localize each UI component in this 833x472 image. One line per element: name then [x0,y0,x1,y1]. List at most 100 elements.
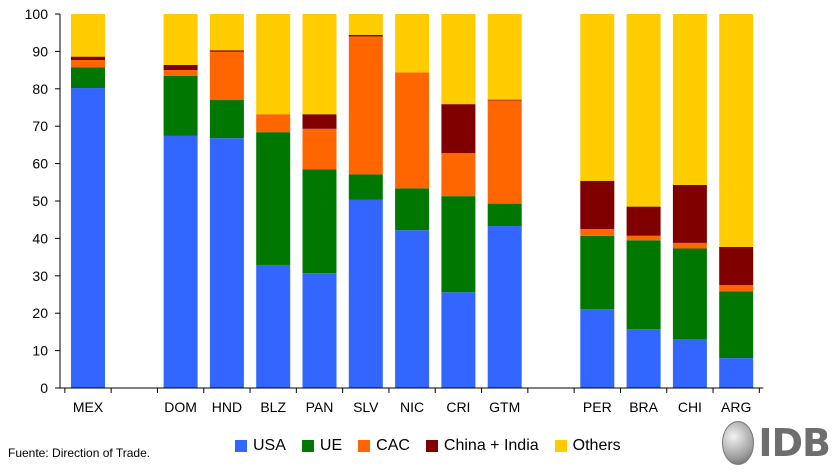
bar-segment [672,248,707,340]
x-tick-label: PAN [306,399,334,415]
y-tick-label: 0 [40,380,48,396]
bar-segment [348,199,383,388]
bar-segment [209,51,244,101]
bar-segment [302,128,337,170]
bar-segment [626,235,661,241]
bar-segment [163,14,198,65]
bar-segment [348,34,383,37]
bar-segment [626,240,661,330]
legend-item: China + India [425,437,539,455]
x-tick-label: PER [583,399,612,415]
bar-segment [487,14,522,100]
bar-segment [626,206,661,236]
bar-segment [302,114,337,129]
bar-segment [395,72,430,189]
bar-segment [580,309,615,388]
bar-segment [71,88,105,388]
bar-segment [672,14,707,185]
bar-segment [163,135,198,388]
bar-segment [441,104,476,154]
y-tick-label: 100 [25,6,49,22]
x-tick-label: BLZ [260,399,286,415]
bar-segment [672,242,707,249]
bar-segment [71,56,105,61]
bar-segment [580,229,615,236]
bar-segment [302,273,337,388]
x-tick-label: SLV [353,399,379,415]
stacked-bar-chart: 0 10 20 30 40 50 60 70 80 90 100 MEX DOM HND BLZ PAN SL… [25,6,764,415]
idb-logo: IDB [722,418,831,468]
bar-segment [209,50,244,52]
legend-swatch [425,440,438,452]
y-tick-label: 70 [32,118,48,134]
bar-segment [719,14,754,248]
globe-icon [722,421,755,465]
bar-segment [441,153,476,197]
bar-segment [348,14,383,35]
legend-swatch [235,440,247,452]
y-tick-label: 90 [32,43,48,59]
bar-segment [163,70,198,76]
legend-item: CAC [358,437,410,455]
y-tick-label: 50 [32,193,48,209]
legend-item: UE [301,437,343,455]
bar-segment [256,14,291,115]
bar-segment [302,14,337,115]
bar-segment [441,196,476,293]
bar-segment [209,14,244,51]
legend-swatch [554,440,567,452]
bar-segment [719,247,754,286]
legend-swatch [301,440,314,452]
x-tick-label: BRA [629,399,658,415]
legend-label: UE [319,437,343,454]
bar-segment [71,67,105,89]
x-tick-label: CRI [446,399,470,415]
legend-item: USA [235,437,286,455]
bar-segment [719,291,754,359]
y-tick-label: 60 [32,156,48,172]
bar-segment [348,174,383,200]
bar-segment [256,264,291,388]
bar-segment [626,14,661,207]
bar-segment [487,203,522,227]
y-tick-label: 80 [32,81,48,97]
y-tick-label: 20 [32,305,48,321]
bar-segment [348,36,383,175]
bar-segment [209,100,244,139]
legend-label: China + India [443,437,539,454]
bar-segment [395,14,430,73]
bar-segment [487,100,522,204]
logo-text: IDB [758,421,831,465]
x-tick-label: NIC [400,399,424,415]
bar-segment [441,14,476,105]
x-tick-label: CHI [678,399,702,415]
bar-segment [71,60,105,68]
x-tick-label: GTM [489,399,520,415]
bar-segment [580,235,615,310]
bar-segment [163,75,198,136]
bar-segment [487,226,522,388]
bar-segment [580,180,615,230]
bar-segment [672,339,707,388]
legend-label: USA [253,437,286,454]
bar-segment [256,114,291,133]
legend-label: CAC [376,437,410,454]
source-note: Fuente: Direction of Trade. [8,446,151,460]
bar-segment [163,64,198,71]
y-tick-label: 10 [32,343,48,359]
bar-segment [209,138,244,388]
bar-segment [719,358,754,388]
bar-segment [672,184,707,243]
legend-label: Others [572,437,621,454]
legend: USA UE CAC China + India Others [235,437,637,455]
x-tick-label: MEX [73,399,104,415]
y-axis: 0 10 20 30 40 50 60 70 80 90 100 [25,6,61,396]
bar-segment [580,14,615,181]
x-tick-label: DOM [164,399,197,415]
bar-segment [626,329,661,388]
x-tick-label: ARG [721,399,751,415]
bar-segment [256,132,291,265]
legend-item: Others [554,437,621,455]
bars [71,14,754,388]
bar-segment [487,99,522,101]
